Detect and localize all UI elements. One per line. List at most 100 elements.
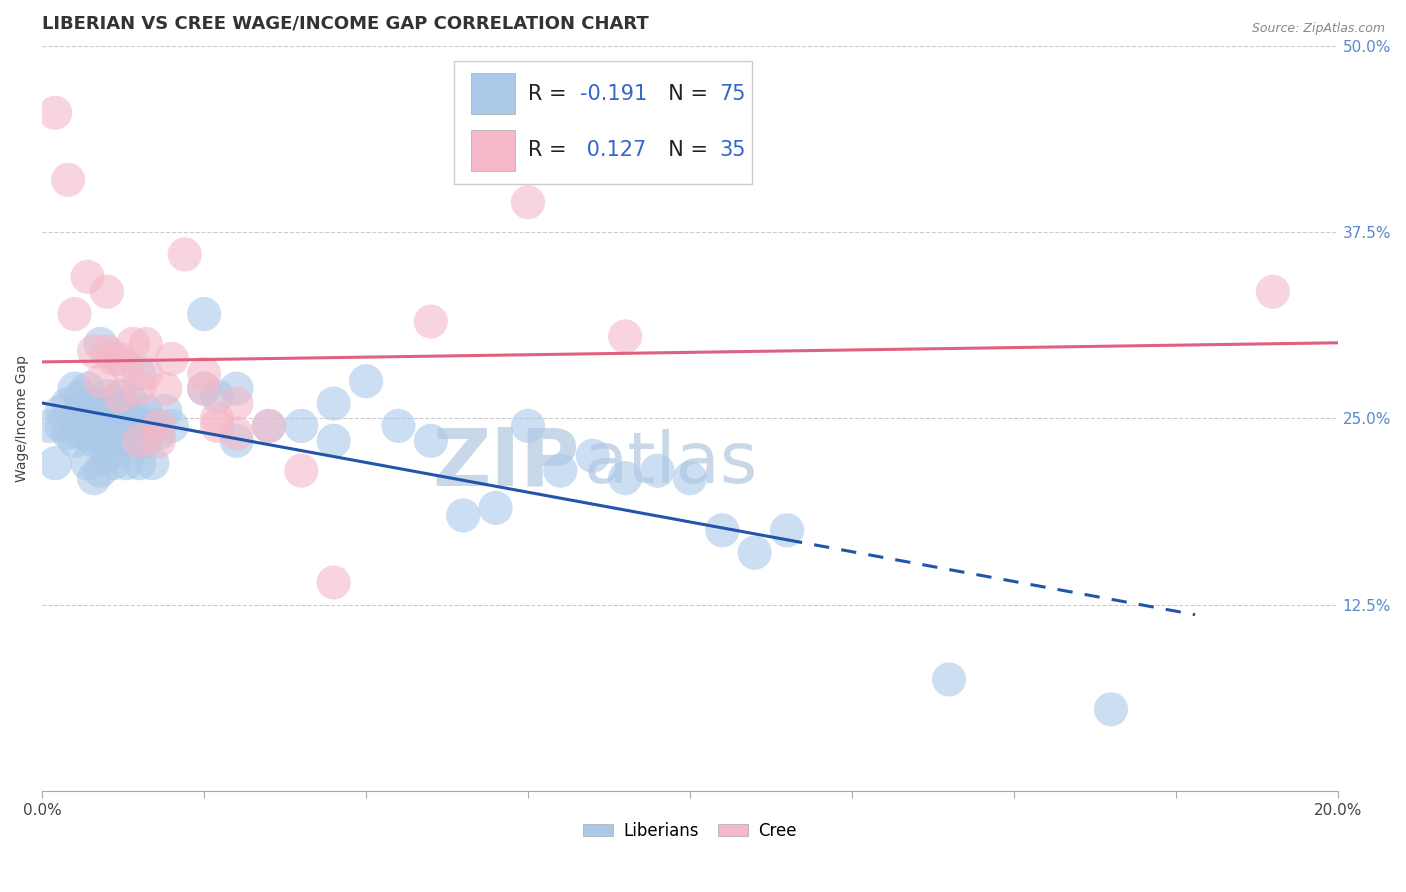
Point bbox=[70, 404, 93, 418]
Point bbox=[135, 404, 157, 418]
Text: R =: R = bbox=[529, 84, 574, 103]
Point bbox=[83, 344, 105, 359]
Point bbox=[38, 418, 60, 433]
Point bbox=[290, 464, 312, 478]
Point bbox=[128, 456, 150, 470]
Point bbox=[135, 434, 157, 448]
FancyBboxPatch shape bbox=[454, 61, 752, 184]
Point bbox=[122, 434, 145, 448]
Point bbox=[1099, 702, 1122, 716]
Point bbox=[103, 456, 125, 470]
Point bbox=[96, 285, 118, 299]
Legend: Liberians, Cree: Liberians, Cree bbox=[576, 815, 804, 847]
Y-axis label: Wage/Income Gap: Wage/Income Gap bbox=[15, 355, 30, 482]
Point bbox=[83, 411, 105, 425]
Text: R =: R = bbox=[529, 140, 574, 161]
FancyBboxPatch shape bbox=[471, 73, 515, 114]
Point bbox=[44, 456, 66, 470]
Point bbox=[56, 396, 79, 410]
Point bbox=[103, 351, 125, 366]
Point bbox=[83, 434, 105, 448]
Point bbox=[155, 404, 177, 418]
Point bbox=[257, 418, 280, 433]
Point bbox=[135, 337, 157, 351]
Point bbox=[108, 351, 131, 366]
Point bbox=[155, 382, 177, 396]
Point bbox=[103, 418, 125, 433]
Point bbox=[614, 329, 637, 343]
Text: ZIP: ZIP bbox=[433, 425, 579, 502]
Point bbox=[63, 307, 86, 321]
Point bbox=[108, 389, 131, 403]
Point bbox=[128, 367, 150, 381]
Point bbox=[322, 396, 344, 410]
Point bbox=[96, 411, 118, 425]
Point bbox=[1261, 285, 1284, 299]
Text: LIBERIAN VS CREE WAGE/INCOME GAP CORRELATION CHART: LIBERIAN VS CREE WAGE/INCOME GAP CORRELA… bbox=[42, 15, 650, 33]
Point bbox=[108, 434, 131, 448]
Point bbox=[96, 449, 118, 463]
Point bbox=[96, 389, 118, 403]
Point bbox=[108, 389, 131, 403]
Point bbox=[128, 418, 150, 433]
Point bbox=[484, 500, 506, 515]
Point bbox=[76, 269, 98, 284]
Point bbox=[76, 382, 98, 396]
Point bbox=[115, 359, 138, 374]
Point bbox=[550, 464, 572, 478]
Point bbox=[83, 471, 105, 485]
Point bbox=[711, 524, 734, 538]
Point bbox=[44, 105, 66, 120]
Text: 35: 35 bbox=[720, 140, 747, 161]
Point bbox=[173, 247, 195, 261]
Point bbox=[322, 575, 344, 590]
Point bbox=[108, 411, 131, 425]
Point bbox=[205, 389, 228, 403]
Point bbox=[63, 382, 86, 396]
Text: 75: 75 bbox=[720, 84, 747, 103]
Point bbox=[128, 382, 150, 396]
Point bbox=[419, 434, 441, 448]
Point bbox=[89, 404, 111, 418]
Point bbox=[51, 404, 73, 418]
Point bbox=[517, 418, 540, 433]
Point bbox=[89, 464, 111, 478]
Point bbox=[96, 344, 118, 359]
Point bbox=[141, 456, 163, 470]
Point bbox=[387, 418, 409, 433]
Point bbox=[647, 464, 669, 478]
Point bbox=[96, 434, 118, 448]
Point bbox=[679, 471, 702, 485]
Point bbox=[89, 374, 111, 388]
Point bbox=[89, 426, 111, 441]
Point bbox=[76, 456, 98, 470]
Point bbox=[290, 418, 312, 433]
Point bbox=[103, 396, 125, 410]
Point bbox=[354, 374, 377, 388]
Point bbox=[63, 434, 86, 448]
Point bbox=[56, 426, 79, 441]
Text: atlas: atlas bbox=[583, 429, 758, 498]
Point bbox=[225, 434, 247, 448]
Point bbox=[225, 382, 247, 396]
Point bbox=[193, 307, 215, 321]
Point bbox=[76, 426, 98, 441]
Point bbox=[148, 434, 170, 448]
Point bbox=[141, 418, 163, 433]
Point bbox=[89, 337, 111, 351]
Point bbox=[83, 396, 105, 410]
Point bbox=[122, 396, 145, 410]
Point bbox=[205, 411, 228, 425]
Point bbox=[135, 367, 157, 381]
Point bbox=[70, 389, 93, 403]
Point bbox=[160, 351, 183, 366]
Point bbox=[193, 382, 215, 396]
Text: -0.191: -0.191 bbox=[579, 84, 647, 103]
Point bbox=[517, 195, 540, 210]
Point bbox=[148, 418, 170, 433]
Point bbox=[225, 396, 247, 410]
Point bbox=[451, 508, 474, 523]
FancyBboxPatch shape bbox=[471, 130, 515, 171]
Point bbox=[225, 426, 247, 441]
Point bbox=[776, 524, 799, 538]
